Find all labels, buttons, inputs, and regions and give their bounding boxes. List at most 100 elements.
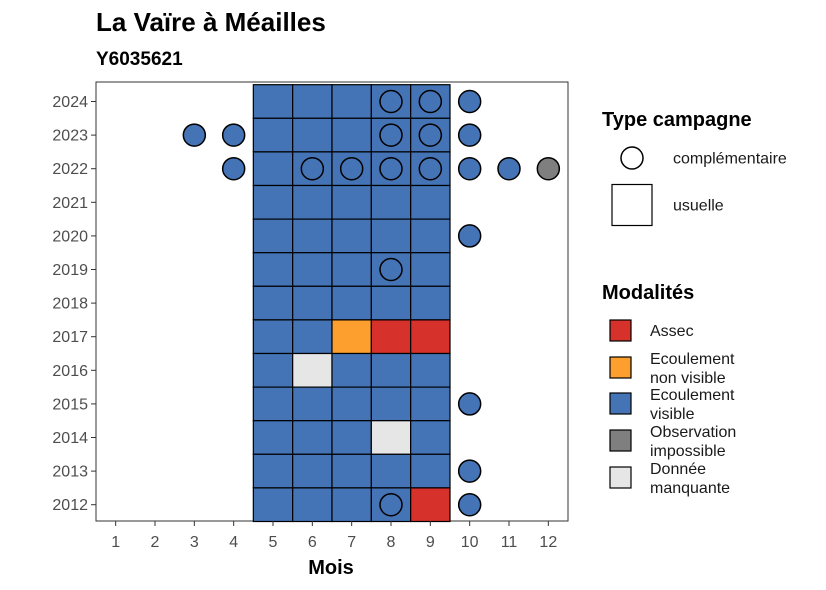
point-complementaire (457, 392, 482, 416)
tile-usuelle (410, 386, 451, 422)
point-complementaire (497, 156, 521, 181)
tile-usuelle (292, 117, 333, 153)
tile-usuelle (252, 117, 294, 153)
x-tick-label: 2 (151, 534, 160, 551)
tile-usuelle (331, 285, 372, 321)
point-complementaire (379, 123, 403, 147)
tile-usuelle (292, 487, 333, 523)
point-complementaire (536, 156, 561, 181)
tile-usuelle (252, 420, 294, 455)
tile-usuelle (292, 319, 333, 355)
tile-usuelle (410, 252, 451, 287)
x-axis-title: Mois (308, 557, 354, 579)
point-complementaire (457, 492, 482, 517)
tile-usuelle (370, 386, 412, 422)
legend-modalite-key (609, 466, 632, 489)
tile-usuelle (331, 453, 372, 489)
legend-square-key (611, 183, 653, 227)
tile-usuelle (370, 420, 412, 455)
tile-usuelle (292, 386, 333, 422)
y-tick-label: 2017 (52, 329, 88, 346)
tile-usuelle (410, 420, 451, 455)
x-tick-label: 10 (461, 534, 479, 551)
point-complementaire (379, 89, 403, 114)
point-complementaire (339, 156, 364, 181)
point-complementaire (182, 123, 207, 147)
x-tick-label: 5 (269, 534, 278, 551)
x-tick-label: 1 (111, 534, 120, 551)
y-tick-label: 2018 (52, 296, 88, 313)
point-complementaire (457, 156, 482, 181)
chart-title: La Vaïre à Méailles (96, 7, 326, 37)
tile-usuelle (252, 319, 294, 355)
tile-usuelle (331, 184, 372, 220)
chart-subtitle: Y6035621 (96, 49, 183, 70)
point-complementaire (418, 123, 443, 147)
tile-usuelle (292, 420, 333, 455)
x-tick-label: 8 (387, 534, 396, 551)
tile-usuelle (292, 285, 333, 321)
x-tick-label: 9 (426, 534, 435, 551)
legend-modalite-label: Observation impossible (650, 424, 736, 460)
tile-usuelle (292, 184, 333, 220)
tile-usuelle (331, 252, 372, 287)
legend-modalite-key (609, 356, 632, 379)
point-complementaire (379, 257, 403, 282)
legend-type-label: complémentaire (673, 151, 787, 168)
legend-modalite-key (609, 429, 632, 452)
tile-usuelle (292, 218, 333, 254)
legend-modalite-label: Ecoulement non visible (650, 351, 735, 387)
point-complementaire (379, 156, 403, 181)
legend-type-title: Type campagne (602, 109, 752, 131)
x-tick-label: 4 (229, 534, 238, 551)
tile-usuelle (252, 151, 294, 187)
tile-usuelle (292, 84, 333, 119)
y-tick-label: 2014 (52, 430, 88, 447)
y-tick-label: 2012 (52, 497, 88, 514)
legend-modalites-title: Modalités (602, 282, 694, 304)
tile-usuelle (331, 117, 372, 153)
tile-usuelle (252, 352, 294, 388)
legend-modalite-key (609, 392, 632, 415)
tile-usuelle (331, 352, 372, 388)
x-tick-label: 6 (308, 534, 317, 551)
tile-usuelle (252, 453, 294, 489)
legend-modalite-key (609, 319, 632, 342)
tile-usuelle (331, 420, 372, 455)
y-tick-label: 2015 (52, 396, 88, 413)
point-complementaire (221, 156, 246, 181)
tile-usuelle (331, 386, 372, 422)
x-tick-label: 12 (539, 534, 557, 551)
point-complementaire (221, 123, 246, 147)
y-tick-label: 2016 (52, 363, 88, 380)
y-tick-label: 2023 (52, 128, 88, 145)
legend-modalite-label: Ecoulement visible (650, 387, 735, 423)
y-tick-label: 2024 (52, 94, 88, 111)
tile-usuelle (410, 453, 451, 489)
y-tick-label: 2022 (52, 161, 88, 178)
tile-usuelle (370, 319, 412, 355)
y-tick-label: 2013 (52, 464, 88, 481)
point-complementaire (457, 459, 482, 483)
x-tick-label: 3 (190, 534, 199, 551)
plot-area: 2012 2013 2014 2015 2016 2017 2018 2019 2020 2021… (52, 81, 569, 551)
tile-usuelle (370, 285, 412, 321)
point-complementaire (457, 123, 482, 147)
tile-usuelle (252, 386, 294, 422)
tile-usuelle (292, 352, 333, 388)
legend-modalite-label: Donnée manquante (650, 461, 730, 497)
tile-usuelle (410, 352, 451, 388)
y-tick-label: 2019 (52, 262, 88, 279)
tile-usuelle (252, 184, 294, 220)
y-tick-label: 2020 (52, 228, 88, 245)
y-tick-label: 2021 (52, 195, 88, 212)
point-complementaire (379, 492, 403, 517)
tile-usuelle (252, 487, 294, 523)
tile-usuelle (331, 218, 372, 254)
tile-usuelle (252, 84, 294, 119)
tile-usuelle (410, 285, 451, 321)
point-complementaire (457, 224, 482, 248)
point-complementaire (300, 156, 325, 181)
tile-usuelle (292, 453, 333, 489)
legend-modalite-label: Assec (650, 323, 694, 340)
